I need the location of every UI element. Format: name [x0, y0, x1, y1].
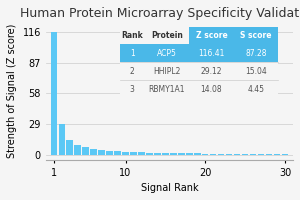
- FancyBboxPatch shape: [145, 44, 189, 62]
- Bar: [250, 154, 256, 155]
- Text: Rank: Rank: [122, 31, 143, 40]
- Bar: [146, 153, 153, 155]
- Text: Z score: Z score: [196, 31, 227, 40]
- FancyBboxPatch shape: [145, 80, 189, 98]
- Bar: [58, 124, 65, 155]
- Bar: [234, 154, 240, 155]
- Bar: [258, 154, 264, 155]
- Bar: [74, 145, 81, 155]
- Bar: [154, 153, 161, 155]
- Text: ACP5: ACP5: [157, 49, 177, 58]
- Bar: [138, 152, 145, 155]
- Text: 29.12: 29.12: [201, 67, 222, 76]
- X-axis label: Signal Rank: Signal Rank: [141, 183, 198, 193]
- Text: 87.28: 87.28: [245, 49, 267, 58]
- FancyBboxPatch shape: [234, 27, 278, 44]
- Bar: [122, 152, 129, 155]
- FancyBboxPatch shape: [234, 44, 278, 62]
- Bar: [210, 154, 217, 155]
- Text: 15.04: 15.04: [245, 67, 267, 76]
- FancyBboxPatch shape: [234, 80, 278, 98]
- Text: S score: S score: [240, 31, 272, 40]
- FancyBboxPatch shape: [189, 80, 234, 98]
- Text: 14.08: 14.08: [201, 85, 222, 94]
- Text: Protein: Protein: [151, 31, 183, 40]
- FancyBboxPatch shape: [120, 27, 145, 44]
- Text: 4.45: 4.45: [248, 85, 265, 94]
- Bar: [82, 147, 89, 155]
- Bar: [178, 153, 184, 155]
- FancyBboxPatch shape: [120, 44, 145, 62]
- Bar: [170, 153, 177, 155]
- Bar: [98, 150, 105, 155]
- Bar: [194, 153, 200, 155]
- Bar: [202, 154, 208, 155]
- Bar: [90, 149, 97, 155]
- FancyBboxPatch shape: [145, 62, 189, 80]
- Bar: [218, 154, 224, 155]
- Text: 116.41: 116.41: [198, 49, 225, 58]
- FancyBboxPatch shape: [189, 44, 234, 62]
- Bar: [242, 154, 248, 155]
- Y-axis label: Strength of Signal (Z score): Strength of Signal (Z score): [7, 24, 17, 158]
- Bar: [274, 154, 280, 155]
- FancyBboxPatch shape: [120, 62, 145, 80]
- FancyBboxPatch shape: [145, 27, 189, 44]
- Text: HHIPL2: HHIPL2: [153, 67, 181, 76]
- Text: RBMY1A1: RBMY1A1: [149, 85, 185, 94]
- Text: 2: 2: [130, 67, 135, 76]
- FancyBboxPatch shape: [189, 27, 234, 44]
- Bar: [282, 154, 288, 155]
- FancyBboxPatch shape: [234, 62, 278, 80]
- Bar: [106, 151, 113, 155]
- Text: 3: 3: [130, 85, 135, 94]
- Bar: [67, 140, 73, 155]
- Bar: [50, 32, 57, 155]
- Bar: [266, 154, 272, 155]
- Bar: [186, 153, 193, 155]
- FancyBboxPatch shape: [189, 62, 234, 80]
- Bar: [162, 153, 169, 155]
- Title: Human Protein Microarray Specificity Validation: Human Protein Microarray Specificity Val…: [20, 7, 300, 20]
- Text: 1: 1: [130, 49, 135, 58]
- FancyBboxPatch shape: [120, 80, 145, 98]
- Bar: [114, 151, 121, 155]
- Bar: [130, 152, 137, 155]
- Bar: [226, 154, 232, 155]
